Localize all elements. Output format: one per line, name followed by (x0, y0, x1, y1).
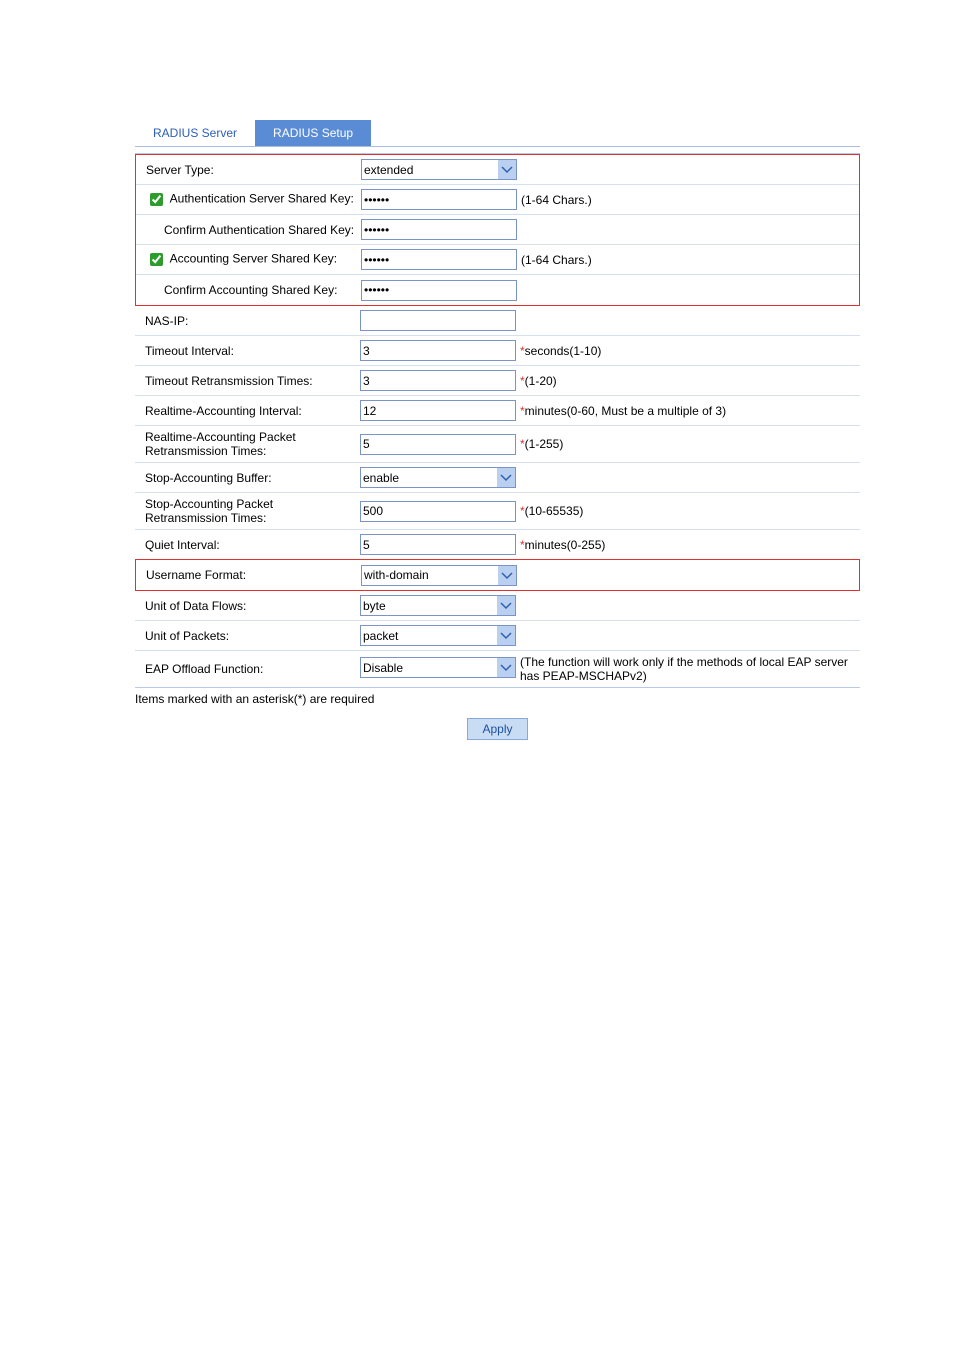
list-item: . (155, 948, 815, 962)
list-item: . (155, 836, 815, 850)
row-pkt-unit: Unit of Packets: packet (135, 621, 860, 651)
hint-acct-key: (1-64 Chars.) (519, 253, 859, 267)
row-acct-key-confirm: Confirm Accounting Shared Key: (136, 275, 859, 305)
select-data-unit[interactable]: byte (360, 595, 516, 616)
list-item: . (155, 780, 815, 794)
label-timeout: Timeout Interval: (135, 344, 360, 358)
description-list: . . . . . . . . . (135, 780, 815, 1150)
row-nas-ip: NAS-IP: (135, 306, 860, 336)
hint-rt-acct-retrans: (1-255) (525, 437, 564, 451)
hint-stop-acct-retrans: (10-65535) (525, 504, 584, 518)
hint-auth-key: (1-64 Chars.) (519, 193, 859, 207)
label-rt-acct-retrans: Realtime-Accounting Packet Retransmissio… (135, 430, 360, 458)
input-timeout[interactable] (360, 340, 516, 361)
label-timeout-retrans: Timeout Retransmission Times: (135, 374, 360, 388)
label-stop-acct-buf: Stop-Accounting Buffer: (135, 471, 360, 485)
row-data-unit: Unit of Data Flows: byte (135, 591, 860, 621)
row-eap: EAP Offload Function: Disable (The funct… (135, 651, 860, 688)
label-acct-key-confirm: Confirm Accounting Shared Key: (136, 283, 361, 297)
select-server-type[interactable]: extended (361, 159, 517, 180)
radius-setup-form: Server Type: extended Authentication Ser… (135, 153, 860, 688)
select-user-fmt[interactable]: with-domain (361, 565, 517, 586)
select-eap[interactable]: Disable (360, 657, 516, 678)
required-footnote: Items marked with an asterisk(*) are req… (135, 692, 954, 706)
row-acct-key: Accounting Server Shared Key: (1-64 Char… (136, 245, 859, 275)
tab-radius-server[interactable]: RADIUS Server (135, 120, 255, 146)
row-auth-key: Authentication Server Shared Key: (1-64 … (136, 185, 859, 215)
hint-timeout-retrans: (1-20) (525, 374, 557, 388)
checkbox-acct-key[interactable] (150, 253, 163, 266)
checkbox-auth-key[interactable] (150, 193, 163, 206)
input-auth-key[interactable] (361, 189, 517, 210)
label-pkt-unit: Unit of Packets: (135, 629, 360, 643)
label-nas-ip: NAS-IP: (135, 314, 360, 328)
label-auth-key-confirm: Confirm Authentication Shared Key: (136, 223, 361, 237)
list-item: . (155, 1136, 815, 1150)
label-data-unit: Unit of Data Flows: (135, 599, 360, 613)
list-item: . (155, 808, 815, 822)
hint-rt-acct-interval: minutes(0-60, Must be a multiple of 3) (525, 404, 726, 418)
shared-key-group: Server Type: extended Authentication Ser… (135, 154, 860, 306)
select-stop-acct-buf[interactable]: enable (360, 467, 516, 488)
row-server-type: Server Type: extended (136, 155, 859, 185)
tab-bar: RADIUS Server RADIUS Setup (135, 120, 860, 147)
list-item: . (155, 1032, 815, 1046)
input-quiet[interactable] (360, 534, 516, 555)
row-auth-key-confirm: Confirm Authentication Shared Key: (136, 215, 859, 245)
row-timeout: Timeout Interval: *seconds(1-10) (135, 336, 860, 366)
input-timeout-retrans[interactable] (360, 370, 516, 391)
label-server-type: Server Type: (136, 163, 361, 177)
row-rt-acct-interval: Realtime-Accounting Interval: *minutes(0… (135, 396, 860, 426)
list-item: . (155, 920, 815, 934)
label-eap: EAP Offload Function: (135, 662, 360, 676)
list-item: . (155, 864, 815, 878)
list-item: . (155, 892, 815, 906)
apply-button[interactable]: Apply (467, 718, 527, 740)
select-pkt-unit[interactable]: packet (360, 625, 516, 646)
input-rt-acct-retrans[interactable] (360, 434, 516, 455)
row-rt-acct-retrans: Realtime-Accounting Packet Retransmissio… (135, 426, 860, 463)
input-acct-key[interactable] (361, 249, 517, 270)
hint-eap: (The function will work only if the meth… (518, 655, 860, 683)
row-quiet: Quiet Interval: *minutes(0-255) (135, 530, 860, 560)
label-acct-key: Accounting Server Shared Key: (170, 252, 337, 266)
input-acct-key-confirm[interactable] (361, 280, 517, 301)
row-stop-acct-buf: Stop-Accounting Buffer: enable (135, 463, 860, 493)
hint-quiet: minutes(0-255) (525, 538, 606, 552)
label-rt-acct-interval: Realtime-Accounting Interval: (135, 404, 360, 418)
row-stop-acct-retrans: Stop-Accounting Packet Retransmission Ti… (135, 493, 860, 530)
label-stop-acct-retrans: Stop-Accounting Packet Retransmission Ti… (135, 497, 360, 525)
input-stop-acct-retrans[interactable] (360, 501, 516, 522)
label-auth-key: Authentication Server Shared Key: (170, 192, 354, 206)
input-nas-ip[interactable] (360, 310, 516, 331)
tab-radius-setup[interactable]: RADIUS Setup (255, 120, 371, 146)
row-user-fmt: Username Format: with-domain (136, 560, 859, 590)
label-user-fmt: Username Format: (136, 568, 361, 582)
hint-timeout: seconds(1-10) (525, 344, 602, 358)
input-auth-key-confirm[interactable] (361, 219, 517, 240)
username-format-group: Username Format: with-domain (135, 559, 860, 591)
input-rt-acct-interval[interactable] (360, 400, 516, 421)
label-quiet: Quiet Interval: (135, 538, 360, 552)
row-timeout-retrans: Timeout Retransmission Times: *(1-20) (135, 366, 860, 396)
